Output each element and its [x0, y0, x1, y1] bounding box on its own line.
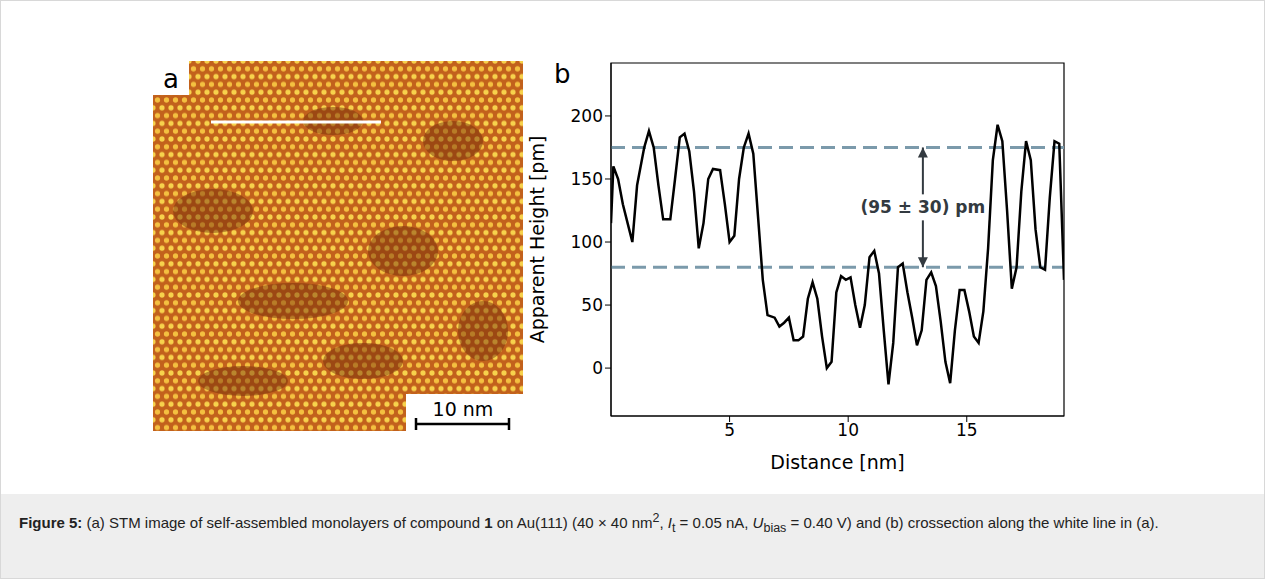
html-text:Figure 5: (a) STM image of sel: Figure 5: (a) STM image of self-assemble… [19, 511, 1159, 535]
svg-text:50: 50 [581, 295, 603, 315]
svg-text:Distance [nm]: Distance [nm] [770, 451, 905, 473]
svg-text:5: 5 [724, 420, 735, 440]
svg-text:200: 200 [571, 106, 603, 126]
svg-text:10: 10 [837, 420, 859, 440]
svg-text:15: 15 [956, 420, 978, 440]
svg-text:(95 ± 30) pm: (95 ± 30) pm [861, 197, 986, 217]
svg-text:10 nm: 10 nm [433, 398, 494, 420]
svg-text:0: 0 [592, 358, 603, 378]
svg-text:Apparent Height [pm]: Apparent Height [pm] [526, 136, 548, 344]
svg-text:a: a [163, 64, 179, 94]
html-text:b: b [554, 59, 571, 89]
svg-text:150: 150 [571, 169, 603, 189]
svg-text:100: 100 [571, 232, 603, 252]
